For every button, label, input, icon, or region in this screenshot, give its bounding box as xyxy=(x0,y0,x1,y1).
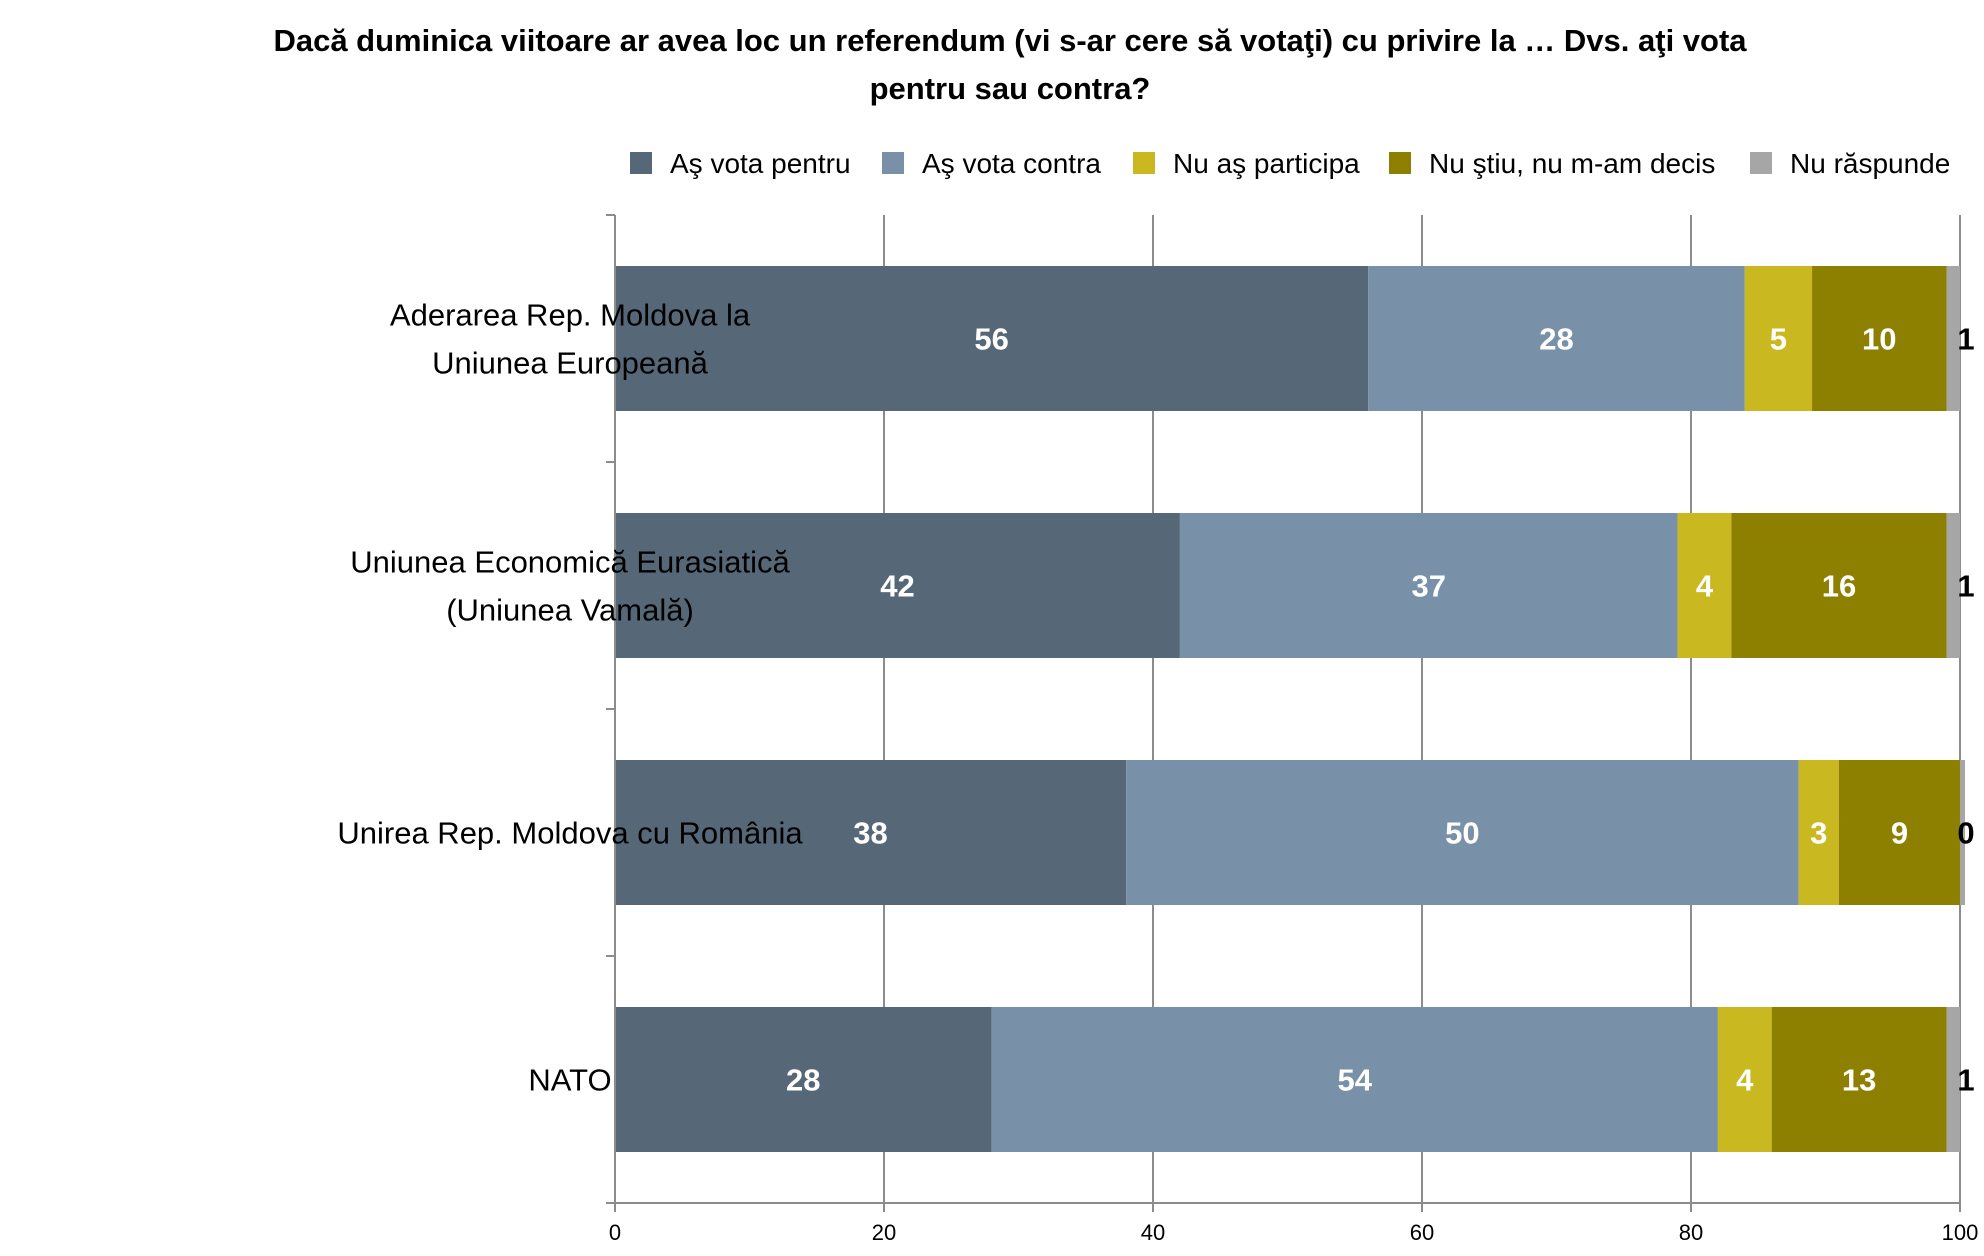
category-label-line: Uniunea Economică Eurasiatică xyxy=(350,545,790,580)
bar-as-vota-contra-4 xyxy=(991,1007,1718,1152)
bar-nu-as-participa-1 xyxy=(1744,266,1813,411)
bar-nu-stiu-nu-m-am-decis-1 xyxy=(1812,266,1947,411)
bar-nu-raspunde-1 xyxy=(1946,266,1960,411)
x-tick-label-60: 60 xyxy=(1410,1220,1434,1245)
bar-as-vota-pentru-3 xyxy=(615,760,1127,905)
legend-label-as-vota-pentru: Aş vota pentru xyxy=(670,148,851,179)
category-label-line: Aderarea Rep. Moldova la xyxy=(390,298,751,333)
x-tick-label-0: 0 xyxy=(609,1220,621,1245)
data-label-nu-stiu-nu-m-am-decis-2: 16 xyxy=(1822,569,1856,604)
bar-as-vota-contra-1 xyxy=(1368,266,1745,411)
legend-swatch-nu-as-participa xyxy=(1133,152,1155,174)
bar-nu-raspunde-2 xyxy=(1946,513,1960,658)
bar-nu-as-participa-2 xyxy=(1677,513,1732,658)
category-label-line: (Uniunea Vamală) xyxy=(446,593,694,628)
bar-nu-as-participa-4 xyxy=(1717,1007,1772,1152)
chart-legend: Aş vota pentru Aş vota contra Nu aş partic… xyxy=(630,148,1950,179)
category-label-1: Aderarea Rep. Moldova la Uniunea European… xyxy=(390,298,751,381)
bar-nu-raspunde-3 xyxy=(1960,760,1965,905)
x-tick-label-40: 40 xyxy=(1141,1220,1165,1245)
x-tick-label-80: 80 xyxy=(1679,1220,1703,1245)
category-labels: Aderarea Rep. Moldova la Uniunea European… xyxy=(337,298,803,1098)
data-label-as-vota-pentru-1: 56 xyxy=(974,322,1008,357)
bar-as-vota-pentru-1 xyxy=(615,266,1369,411)
bar-nu-raspunde-4 xyxy=(1946,1007,1960,1152)
bar-as-vota-pentru-2 xyxy=(615,513,1180,658)
data-label-nu-as-participa-3: 3 xyxy=(1810,816,1827,851)
data-label-nu-raspunde-3: 0 xyxy=(1957,816,1974,851)
data-label-nu-stiu-nu-m-am-decis-3: 9 xyxy=(1891,816,1908,851)
legend-label-nu-stiu-nu-m-am-decis: Nu ştiu, nu m-am decis xyxy=(1429,148,1715,179)
data-label-as-vota-pentru-3: 38 xyxy=(853,816,887,851)
data-label-nu-raspunde-1: 1 xyxy=(1957,322,1974,357)
data-label-as-vota-pentru-2: 42 xyxy=(880,569,914,604)
legend-swatch-as-vota-pentru xyxy=(630,152,652,174)
data-label-nu-as-participa-4: 4 xyxy=(1736,1063,1754,1098)
data-label-as-vota-contra-1: 28 xyxy=(1539,322,1573,357)
axes: 0 20 40 60 80 100 xyxy=(606,214,1979,1245)
category-label-line: Unirea Rep. Moldova cu România xyxy=(337,816,803,851)
data-label-nu-raspunde-4: 1 xyxy=(1957,1063,1974,1098)
data-label-nu-as-participa-1: 5 xyxy=(1770,322,1787,357)
legend-swatch-nu-raspunde xyxy=(1750,152,1772,174)
data-label-as-vota-contra-4: 54 xyxy=(1338,1063,1373,1098)
data-label-as-vota-contra-2: 37 xyxy=(1411,569,1445,604)
category-label-3: Unirea Rep. Moldova cu România xyxy=(337,816,803,851)
bar-nu-stiu-nu-m-am-decis-2 xyxy=(1731,513,1947,658)
data-label-nu-as-participa-2: 4 xyxy=(1696,569,1714,604)
chart-title: Dacă duminica viitoare ar avea loc un re… xyxy=(273,23,1747,106)
data-label-nu-stiu-nu-m-am-decis-4: 13 xyxy=(1842,1063,1876,1098)
data-label-as-vota-contra-3: 50 xyxy=(1445,816,1479,851)
legend-label-nu-raspunde: Nu răspunde xyxy=(1790,148,1950,179)
legend-label-as-vota-contra: Aş vota contra xyxy=(922,148,1101,179)
x-tick-label-100: 100 xyxy=(1942,1220,1979,1245)
x-tick-label-20: 20 xyxy=(872,1220,896,1245)
legend-label-nu-as-participa: Nu aş participa xyxy=(1173,148,1360,179)
bar-nu-stiu-nu-m-am-decis-4 xyxy=(1771,1007,1947,1152)
legend-swatch-as-vota-contra xyxy=(882,152,904,174)
bar-nu-as-participa-3 xyxy=(1798,760,1839,905)
bars: 56 28 5 10 1 42 37 4 16 1 38 50 3 9 0 28 54 4 13 1 xyxy=(615,266,1975,1152)
bar-as-vota-contra-2 xyxy=(1179,513,1678,658)
category-label-line: NATO xyxy=(528,1063,611,1098)
bar-nu-stiu-nu-m-am-decis-3 xyxy=(1838,760,1960,905)
chart-title-line-2: pentru sau contra? xyxy=(870,71,1151,106)
category-label-line: Uniunea Europeană xyxy=(432,346,709,381)
data-label-nu-raspunde-2: 1 xyxy=(1957,569,1974,604)
category-label-4: NATO xyxy=(528,1063,611,1098)
data-label-as-vota-pentru-4: 28 xyxy=(786,1063,820,1098)
category-label-2: Uniunea Economică Eurasiatică (Uniunea Va… xyxy=(350,545,790,628)
bar-as-vota-pentru-4 xyxy=(615,1007,992,1152)
legend-swatch-nu-stiu-nu-m-am-decis xyxy=(1389,152,1411,174)
data-label-nu-stiu-nu-m-am-decis-1: 10 xyxy=(1862,322,1896,357)
chart-title-line-1: Dacă duminica viitoare ar avea loc un re… xyxy=(273,23,1747,58)
bar-as-vota-contra-3 xyxy=(1126,760,1799,905)
